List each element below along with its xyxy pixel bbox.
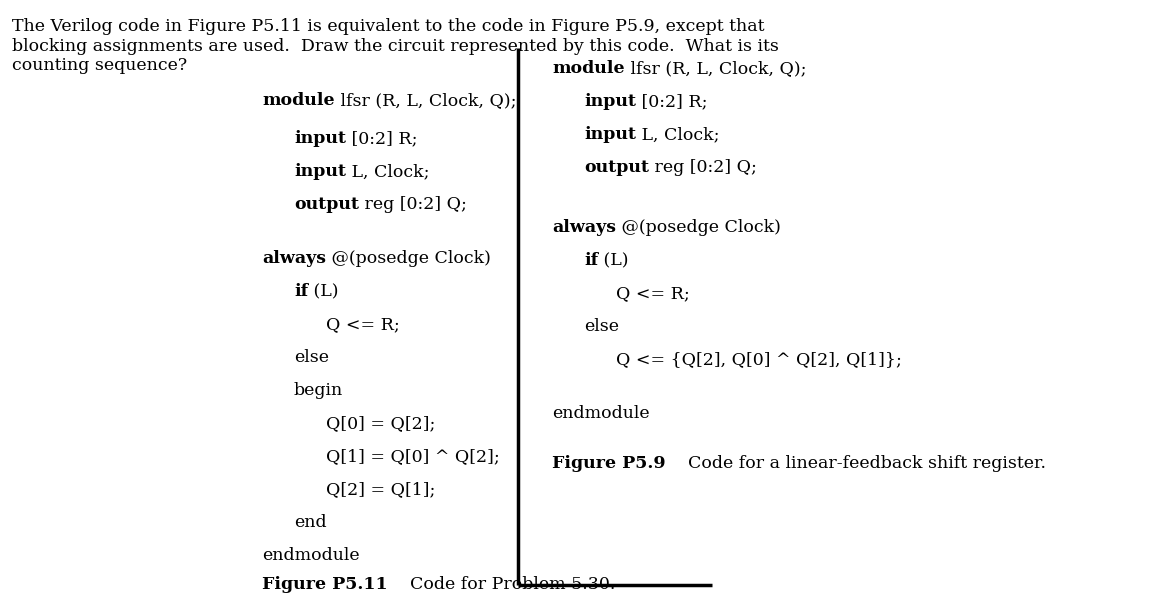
Text: Q[1] = Q[0] ^ Q[2];: Q[1] = Q[0] ^ Q[2];	[326, 448, 500, 465]
Text: [0:2] R;: [0:2] R;	[346, 130, 417, 147]
Text: reg [0:2] Q;: reg [0:2] Q;	[359, 196, 467, 213]
Text: begin: begin	[294, 382, 343, 399]
Text: L, Clock;: L, Clock;	[346, 163, 430, 180]
Text: Code for Problem 5.30.: Code for Problem 5.30.	[387, 576, 615, 593]
Text: else: else	[584, 318, 619, 335]
Text: Q <= R;: Q <= R;	[326, 316, 400, 333]
Text: if: if	[294, 283, 308, 300]
Text: Q <= {Q[2], Q[0] ^ Q[2], Q[1]};: Q <= {Q[2], Q[0] ^ Q[2], Q[1]};	[616, 351, 902, 368]
Text: Figure P5.11: Figure P5.11	[262, 576, 387, 593]
Text: Q <= R;: Q <= R;	[616, 285, 690, 302]
Text: [0:2] R;: [0:2] R;	[636, 93, 707, 110]
Text: lfsr (R, L, Clock, Q);: lfsr (R, L, Clock, Q);	[334, 92, 516, 109]
Text: endmodule: endmodule	[552, 405, 650, 422]
Text: module: module	[262, 92, 334, 109]
Text: if: if	[584, 252, 598, 269]
Text: @(posedge Clock): @(posedge Clock)	[616, 219, 781, 236]
Text: Code for a linear-feedback shift register.: Code for a linear-feedback shift registe…	[666, 455, 1046, 472]
Text: @(posedge Clock): @(posedge Clock)	[326, 250, 491, 267]
Text: input: input	[584, 93, 636, 110]
Text: always: always	[552, 219, 616, 236]
Text: input: input	[294, 130, 346, 147]
Text: Q[2] = Q[1];: Q[2] = Q[1];	[326, 481, 435, 498]
Text: endmodule: endmodule	[262, 547, 359, 564]
Text: input: input	[584, 126, 636, 143]
Text: output: output	[584, 159, 649, 176]
Text: else: else	[294, 349, 329, 366]
Text: Figure P5.9: Figure P5.9	[552, 455, 666, 472]
Text: (L): (L)	[308, 283, 339, 300]
Text: (L): (L)	[598, 252, 629, 269]
Text: output: output	[294, 196, 359, 213]
Text: lfsr (R, L, Clock, Q);: lfsr (R, L, Clock, Q);	[624, 60, 806, 77]
Text: always: always	[262, 250, 326, 267]
Text: L, Clock;: L, Clock;	[636, 126, 720, 143]
Text: The Verilog code in Figure P5.11 is equivalent to the code in Figure P5.9, excep: The Verilog code in Figure P5.11 is equi…	[12, 18, 779, 74]
Text: reg [0:2] Q;: reg [0:2] Q;	[649, 159, 757, 176]
Text: end: end	[294, 514, 327, 531]
Text: module: module	[552, 60, 624, 77]
Text: Q[0] = Q[2];: Q[0] = Q[2];	[326, 415, 435, 432]
Text: input: input	[294, 163, 346, 180]
